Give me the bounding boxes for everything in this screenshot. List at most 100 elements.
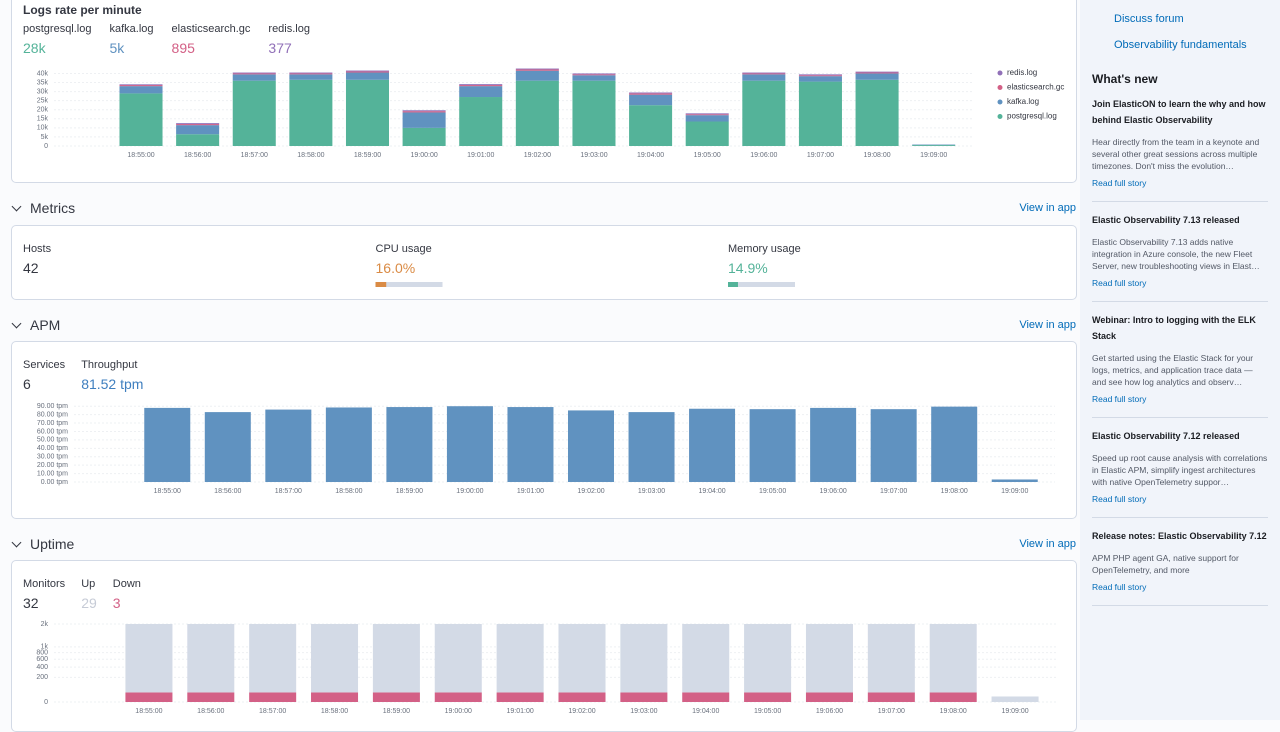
legend-swatch — [997, 70, 1003, 76]
chevron[interactable] — [11, 318, 22, 329]
bar-segment — [629, 92, 673, 94]
stat-value: 29 — [81, 595, 97, 611]
bar-segment — [744, 624, 792, 693]
bar-segment — [119, 86, 163, 94]
bar-segment — [855, 72, 899, 74]
bar — [749, 409, 796, 482]
news-list: Join ElasticON to learn the why and how … — [1080, 86, 1280, 606]
bar-segment — [345, 79, 390, 146]
news-title: Join ElasticON to learn the why and how … — [1092, 99, 1266, 125]
uptime-stats: Monitors 32 Up 29 Down 3 — [23, 578, 141, 611]
chevron[interactable] — [11, 537, 22, 548]
y-tick-label: 15k — [37, 116, 49, 123]
bar-segment — [682, 624, 730, 693]
bar-segment — [572, 73, 616, 75]
x-tick-label: 19:00:00 — [445, 708, 472, 715]
bar-segment — [558, 624, 606, 693]
news-link[interactable]: Read full story — [1092, 178, 1147, 188]
stat-label: CPU usage — [375, 243, 432, 255]
x-tick-label: 18:58:00 — [335, 488, 362, 495]
x-tick-label: 19:01:00 — [517, 488, 544, 495]
stat: Down 3 — [113, 578, 141, 611]
logs-stats: postgresql.log 28k kafka.log 5k elasticsearc… — [23, 23, 310, 56]
news-link[interactable]: Read full story — [1092, 278, 1147, 288]
bar — [991, 479, 1038, 482]
news-link[interactable]: Read full story — [1092, 394, 1147, 404]
bar-segment — [742, 80, 786, 146]
legend-label: postgresql.log — [1007, 112, 1057, 121]
stat: Memory usage 14.9% — [728, 243, 801, 276]
bar-segment — [345, 71, 390, 73]
x-tick-label: 18:56:00 — [197, 708, 224, 715]
bar-segment — [742, 73, 786, 75]
sidebar-link[interactable]: Observability fundamentals — [1114, 39, 1247, 51]
stat: Services 6 — [23, 359, 65, 392]
y-tick-label: 800 — [36, 650, 48, 657]
bar-segment — [572, 75, 616, 81]
legend-label: elasticsearch.gc — [1007, 83, 1064, 92]
x-tick-label: 19:08:00 — [941, 488, 968, 495]
news-item: Elastic Observability 7.13 released Elast… — [1092, 202, 1268, 302]
x-tick-label: 18:59:00 — [396, 488, 423, 495]
news-link[interactable]: Read full story — [1092, 582, 1147, 592]
stat-label: Up — [81, 578, 96, 590]
bar-segment — [855, 71, 899, 73]
bar-segment — [232, 72, 276, 74]
y-tick-label: 30k — [37, 88, 49, 95]
y-tick-label: 25k — [37, 97, 49, 104]
x-tick-label: 18:58:00 — [297, 152, 324, 159]
bar — [810, 407, 857, 482]
view-in-app[interactable]: View in app — [1019, 202, 1076, 214]
x-tick-label: 18:55:00 — [154, 488, 181, 495]
view-in-app[interactable]: View in app — [1019, 538, 1076, 550]
y-tick-label: 90.00 tpm — [37, 403, 68, 410]
bar-segment — [685, 115, 729, 122]
bar — [931, 406, 978, 482]
progress-bars — [375, 282, 795, 287]
bar-segment — [249, 624, 297, 693]
stat-label: elasticsearch.gc — [171, 23, 251, 35]
stat: kafka.log 5k — [110, 23, 154, 56]
bar-segment — [685, 113, 729, 115]
y-tick-label: 20k — [37, 107, 49, 114]
x-tick-label: 19:01:00 — [467, 152, 494, 159]
bar-segment — [345, 72, 390, 80]
bar-segment — [629, 105, 673, 146]
bar — [567, 410, 615, 482]
stat-label: Memory usage — [728, 243, 801, 255]
x-tick-label: 18:55:00 — [127, 152, 154, 159]
stat: redis.log 377 — [268, 23, 310, 56]
bar-segment — [232, 80, 276, 146]
stat-label: postgresql.log — [23, 23, 92, 35]
news-item: Join ElasticON to learn the why and how … — [1092, 86, 1268, 202]
news-title: Elastic Observability 7.12 released — [1092, 431, 1240, 441]
news-text: Hear directly from the team in a keynote… — [1092, 137, 1260, 171]
stat: CPU usage 16.0% — [376, 243, 432, 276]
x-tick-label: 19:02:00 — [524, 152, 551, 159]
view-in-app[interactable]: View in app — [1019, 319, 1076, 331]
y-tick-label: 600 — [36, 656, 48, 663]
news-title: Webinar: Intro to logging with the ELK S… — [1092, 315, 1256, 341]
chevron[interactable] — [11, 201, 22, 212]
y-tick-label: 1k — [41, 644, 49, 651]
stat-value: 377 — [268, 40, 292, 56]
bar — [204, 412, 251, 482]
x-tick-label: 19:09:00 — [1001, 488, 1028, 495]
bar — [325, 407, 372, 482]
legend-label: kafka.log — [1007, 97, 1039, 106]
section-title: Metrics — [30, 200, 76, 216]
stat-label: Monitors — [23, 578, 66, 590]
news-link[interactable]: Read full story — [1092, 494, 1147, 504]
uptime-panel: Monitors 32 Up 29 Down 3 0 200 400 600 800 1k 2k 18:… — [11, 560, 1077, 732]
x-tick-label: 19:04:00 — [692, 708, 719, 715]
bar-segment — [929, 692, 977, 702]
x-tick-label: 19:00:00 — [456, 488, 483, 495]
stat-label: Down — [112, 578, 141, 590]
bar-segment — [459, 84, 503, 86]
x-tick-label: 19:05:00 — [694, 152, 721, 159]
sidebar-link[interactable]: Discuss forum — [1114, 13, 1184, 25]
x-tick-label: 19:00:00 — [410, 152, 437, 159]
bar-segment — [805, 624, 853, 693]
